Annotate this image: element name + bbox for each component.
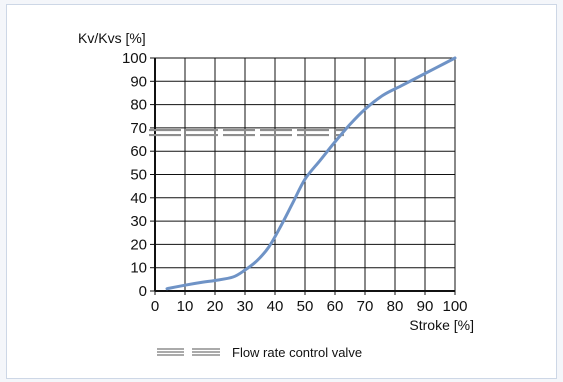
series-line: [167, 58, 455, 289]
legend: Flow rate control valve: [157, 345, 362, 360]
y-tick-label: 20: [130, 236, 147, 253]
x-tick-label: 90: [417, 298, 434, 315]
x-axis-label: Stroke [%]: [409, 317, 474, 333]
y-tick-label: 50: [130, 167, 147, 184]
y-tick-label: 30: [130, 213, 147, 230]
y-axis-label: Kv/Kvs [%]: [78, 30, 146, 46]
x-tick-label: 20: [207, 298, 224, 315]
x-tick-label: 70: [357, 298, 374, 315]
y-tick-label: 10: [130, 260, 147, 277]
x-tick-label: 30: [237, 298, 254, 315]
y-tick-label: 90: [130, 73, 147, 90]
grid: [155, 58, 455, 291]
x-tick-label: 80: [387, 298, 404, 315]
y-tick-label: 70: [130, 120, 147, 137]
x-tick-label: 40: [267, 298, 284, 315]
y-tick-label: 100: [122, 50, 147, 67]
legend-swatch: [157, 349, 220, 355]
x-axis-ticks: 0 10 20 30 40 50 60 70 80 90 100: [151, 291, 468, 315]
x-tick-label: 10: [177, 298, 194, 315]
legend-label: Flow rate control valve: [232, 345, 362, 360]
x-tick-label: 100: [442, 298, 467, 315]
y-tick-label: 80: [130, 97, 147, 114]
y-tick-label: 60: [130, 143, 147, 160]
x-tick-label: 50: [297, 298, 314, 315]
reference-line: [149, 130, 344, 135]
series-layer: [167, 58, 455, 289]
y-tick-label: 0: [139, 283, 147, 300]
y-tick-label: 40: [130, 190, 147, 207]
x-tick-label: 0: [151, 298, 159, 315]
y-axis-ticks: 0 10 20 30 40 50 60 70 80 90 100: [122, 50, 155, 300]
x-tick-label: 60: [327, 298, 344, 315]
